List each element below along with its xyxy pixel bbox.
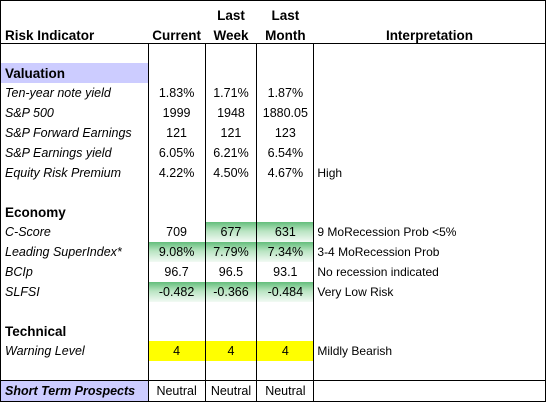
table-row: S&P Earnings yield 6.05% 6.21% 6.54% <box>1 143 546 163</box>
table-row: SLFSI -0.482 -0.366 -0.484 Very Low Risk <box>1 282 546 302</box>
table-row: Warning Level 4 4 4 Mildly Bearish <box>1 341 546 361</box>
header-interpretation: Interpretation <box>313 23 546 44</box>
section-title: Valuation <box>0 63 149 83</box>
table-row: BCIp 96.7 96.5 93.1 No recession indicat… <box>1 262 546 282</box>
header-row: Risk Indicator Current Week Month Interp… <box>0 23 546 44</box>
table-row-short-term: Short Term Prospects Neutral Neutral Neu… <box>0 380 546 402</box>
table-row: S&P Forward Earnings 121 121 123 <box>1 123 546 143</box>
table-row: C-Score 709 677 631 9 MoRecession Prob <… <box>1 222 546 242</box>
section-title: Technical <box>5 323 67 339</box>
table-row: Leading SuperIndex* 9.08% 7.79% 7.34% 3-… <box>1 242 546 262</box>
table-row: Equity Risk Premium 4.22% 4.50% 4.67% Hi… <box>1 163 546 183</box>
header-last-month-top: Last <box>271 8 300 23</box>
section-technical: Technical <box>1 321 546 341</box>
table-row: S&P 500 1999 1948 1880.05 <box>1 103 546 123</box>
header-current: Current <box>148 23 206 44</box>
risk-indicator-table: Last Last Risk Indicator Current Week Mo… <box>0 0 546 402</box>
header-row-top: Last Last <box>1 1 546 23</box>
section-valuation: Valuation <box>0 63 546 83</box>
header-last-week: Week <box>205 23 257 44</box>
header-risk-indicator: Risk Indicator <box>0 23 149 44</box>
section-economy: Economy <box>1 202 546 222</box>
section-title: Economy <box>5 204 66 220</box>
header-last-week-top: Last <box>217 8 245 23</box>
header-last-month: Month <box>256 23 314 44</box>
table-row: Ten-year note yield 1.83% 1.71% 1.87% <box>1 83 546 103</box>
